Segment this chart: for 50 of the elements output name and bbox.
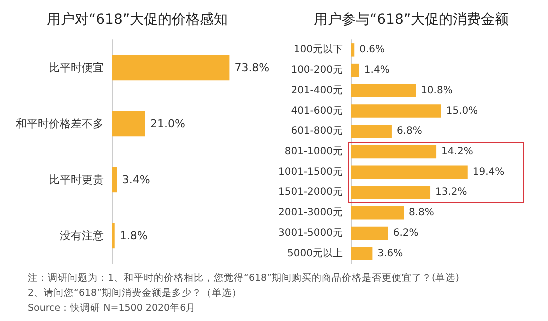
- chart-title: 用户对“618”大促的价格感知: [46, 12, 228, 28]
- bar: [351, 145, 437, 159]
- y-tick-label: 201-400元: [291, 85, 343, 96]
- y-tick-label: 比平时便宜: [49, 62, 104, 74]
- data-label: 15.0%: [446, 106, 478, 117]
- text: 2、请问您“618”期间消费金额是多少？（单选）: [28, 287, 244, 301]
- y-tick-label: 1501-2000元: [278, 187, 343, 198]
- data-label: 3.4%: [122, 174, 150, 186]
- data-label: 8.8%: [409, 208, 434, 219]
- data-label: 6.8%: [396, 126, 422, 138]
- data-label: 13.2%: [436, 187, 468, 198]
- bar: [112, 223, 115, 249]
- data-label: 0.6%: [360, 44, 386, 56]
- bar: [351, 186, 431, 200]
- bar: [351, 64, 360, 78]
- bar: [351, 84, 416, 98]
- bar: [351, 247, 373, 260]
- bar: [112, 111, 146, 137]
- y-tick-label: 和平时价格差不多: [16, 118, 104, 130]
- bar: [112, 55, 230, 81]
- bar: [351, 104, 442, 118]
- y-tick-label: 801-1000元: [284, 146, 343, 158]
- text: 注：调研问题为：1、和平时的价格相比，您觉得“618”期间购买的商品价格是否更便宜了？(单选): [28, 272, 460, 286]
- y-tick-label: 2001-3000元: [278, 208, 343, 219]
- y-tick-label: 5000元以上: [288, 247, 343, 260]
- data-label: 19.4%: [472, 166, 505, 178]
- chart-title: 用户参与“618”大促的消费金额: [314, 12, 510, 28]
- y-tick-label: 没有注意: [60, 230, 104, 242]
- bar: [351, 206, 404, 220]
- data-label: 1.4%: [364, 65, 390, 76]
- y-tick-label: 401-600元: [291, 106, 343, 117]
- data-label: 73.8%: [234, 62, 270, 74]
- bar: [351, 44, 355, 57]
- y-tick-label: 601-800元: [291, 126, 343, 138]
- y-tick-label: 比平时更贵: [49, 174, 104, 186]
- y-tick-label: 100-200元: [291, 65, 343, 76]
- y-tick-label: 100元以下: [294, 44, 343, 56]
- bar: [351, 226, 388, 240]
- data-label: 1.8%: [120, 230, 148, 242]
- data-label: 21.0%: [150, 118, 186, 130]
- data-label: 14.2%: [442, 146, 474, 158]
- bar: [351, 125, 392, 138]
- data-label: 3.6%: [378, 248, 404, 260]
- bar: [112, 167, 118, 193]
- y-tick-label: 1001-1500元: [278, 166, 343, 178]
- y-tick-label: 3001-5000元: [278, 228, 343, 239]
- data-label: 10.8%: [421, 85, 453, 96]
- data-label: 6.2%: [393, 228, 419, 239]
- source-note: Source：快调研 N=1500 2020年6月: [28, 302, 198, 316]
- bar: [351, 166, 468, 179]
